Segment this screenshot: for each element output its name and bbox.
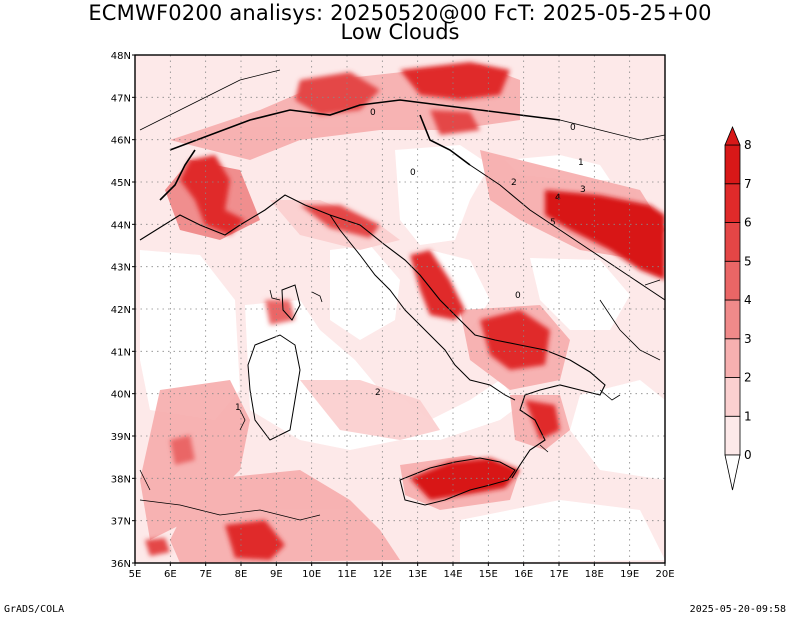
colorbar-swatch bbox=[724, 299, 741, 340]
x-tick-label: 14E bbox=[443, 569, 462, 580]
y-axis-ticks: 36N 37N 38N 39N 40N 41N 42N 43N 44N 45N 46N 47N 48N bbox=[111, 51, 135, 570]
y-tick-label: 39N bbox=[111, 432, 131, 443]
slovenia-border bbox=[419, 114, 471, 166]
x-tick-label: 11E bbox=[337, 569, 356, 580]
y-tick-label: 45N bbox=[111, 178, 131, 189]
y-tick-label: 47N bbox=[111, 93, 131, 104]
contour-label: 0 bbox=[410, 168, 416, 178]
colorbar-label: 0 bbox=[744, 448, 752, 462]
y-tick-label: 36N bbox=[111, 559, 131, 570]
x-axis-ticks: 5E 6E 7E 8E 9E 10E 11E 12E 13E 14E 15E 16E 17E 18E 19E… bbox=[129, 563, 675, 580]
x-tick-label: 13E bbox=[408, 569, 427, 580]
x-tick-label: 8E bbox=[235, 569, 248, 580]
x-tick-label: 5E bbox=[129, 569, 142, 580]
colorbar-label: 7 bbox=[744, 177, 752, 191]
croatia-coast bbox=[469, 164, 665, 301]
x-tick-label: 15E bbox=[479, 569, 498, 580]
contour-label: 5 bbox=[550, 218, 556, 228]
x-tick-label: 17E bbox=[549, 569, 568, 580]
contour-label: 1 bbox=[235, 403, 241, 413]
colorbar-swatch bbox=[724, 222, 741, 262]
colorbar: 0 1 2 3 4 5 6 7 8 bbox=[724, 125, 752, 491]
colorbar-max-arrow bbox=[724, 125, 741, 146]
hungary-border bbox=[559, 119, 665, 141]
x-tick-label: 9E bbox=[270, 569, 283, 580]
colorbar-swatch bbox=[724, 144, 741, 185]
colorbar-swatch bbox=[724, 183, 741, 223]
colorbar-label: 1 bbox=[744, 409, 752, 423]
clear-area-west bbox=[140, 250, 240, 420]
sardinia-coast bbox=[247, 334, 301, 441]
contour-label: 1 bbox=[578, 158, 584, 168]
y-tick-label: 38N bbox=[111, 474, 131, 485]
x-tick-label: 12E bbox=[373, 569, 392, 580]
y-tick-label: 44N bbox=[111, 220, 131, 231]
corsica-coast bbox=[281, 284, 301, 321]
footer-credit: GrADS/COLA bbox=[4, 604, 65, 615]
contour-label: 4 bbox=[555, 193, 561, 203]
x-tick-label: 20E bbox=[655, 569, 674, 580]
clear-area-ionian-north bbox=[530, 258, 630, 330]
x-tick-label: 16E bbox=[514, 569, 533, 580]
colorbar-swatch bbox=[724, 260, 741, 301]
x-tick-label: 18E bbox=[585, 569, 604, 580]
cloud-intense bbox=[145, 62, 665, 560]
tyrrhenian-coast bbox=[329, 214, 516, 401]
italy-coastline bbox=[139, 194, 606, 479]
y-tick-label: 41N bbox=[111, 347, 131, 358]
x-tick-label: 7E bbox=[199, 569, 212, 580]
france-border bbox=[159, 149, 196, 201]
colorbar-swatch bbox=[724, 377, 741, 417]
y-tick-label: 37N bbox=[111, 517, 131, 528]
colorbar-swatch bbox=[724, 338, 741, 378]
clear-area-tuscany bbox=[330, 245, 400, 340]
x-tick-label: 10E bbox=[302, 569, 321, 580]
y-tick-label: 46N bbox=[111, 136, 131, 147]
colorbar-label: 6 bbox=[744, 216, 752, 230]
colorbar-min-arrow bbox=[724, 454, 741, 491]
x-tick-label: 6E bbox=[164, 569, 177, 580]
clear-area-adriatic-north bbox=[395, 145, 490, 245]
contour-label: 0 bbox=[515, 291, 521, 301]
sicily-coast bbox=[399, 457, 516, 506]
contour-label: 3 bbox=[580, 185, 586, 195]
y-tick-label: 48N bbox=[111, 51, 131, 62]
footer-timestamp: 2025-05-20-09:58 bbox=[689, 604, 786, 615]
clear-area-ionian-south bbox=[570, 380, 665, 480]
chart-title: ECMWF0200 analisys: 20250520@00 FcT: 202… bbox=[88, 1, 712, 25]
colorbar-label: 3 bbox=[744, 332, 752, 346]
clear-area-south bbox=[460, 500, 665, 563]
contour-label: 2 bbox=[511, 178, 517, 188]
colorbar-label: 2 bbox=[744, 371, 752, 385]
grid-lines bbox=[135, 55, 665, 563]
contour-label: 2 bbox=[375, 388, 381, 398]
colorbar-label: 8 bbox=[744, 138, 752, 152]
swiss-border bbox=[139, 69, 281, 131]
colorbar-label: 5 bbox=[744, 254, 752, 268]
y-tick-label: 43N bbox=[111, 263, 131, 274]
colorbar-label: 4 bbox=[744, 293, 752, 307]
albania-border bbox=[599, 299, 661, 361]
x-tick-label: 19E bbox=[620, 569, 639, 580]
africa-coast bbox=[139, 499, 321, 521]
contour-labels: 0 0 0 1 1 2 2 3 4 5 0 bbox=[235, 108, 586, 413]
colorbar-swatch bbox=[724, 415, 741, 456]
contour-label: 0 bbox=[370, 108, 376, 118]
y-tick-label: 40N bbox=[111, 390, 131, 401]
contour-label: 0 bbox=[570, 123, 576, 133]
y-tick-label: 42N bbox=[111, 305, 131, 316]
clear-area-tyrrhenian bbox=[245, 300, 520, 450]
chart-subtitle: Low Clouds bbox=[340, 20, 460, 44]
alpine-border bbox=[169, 99, 561, 151]
